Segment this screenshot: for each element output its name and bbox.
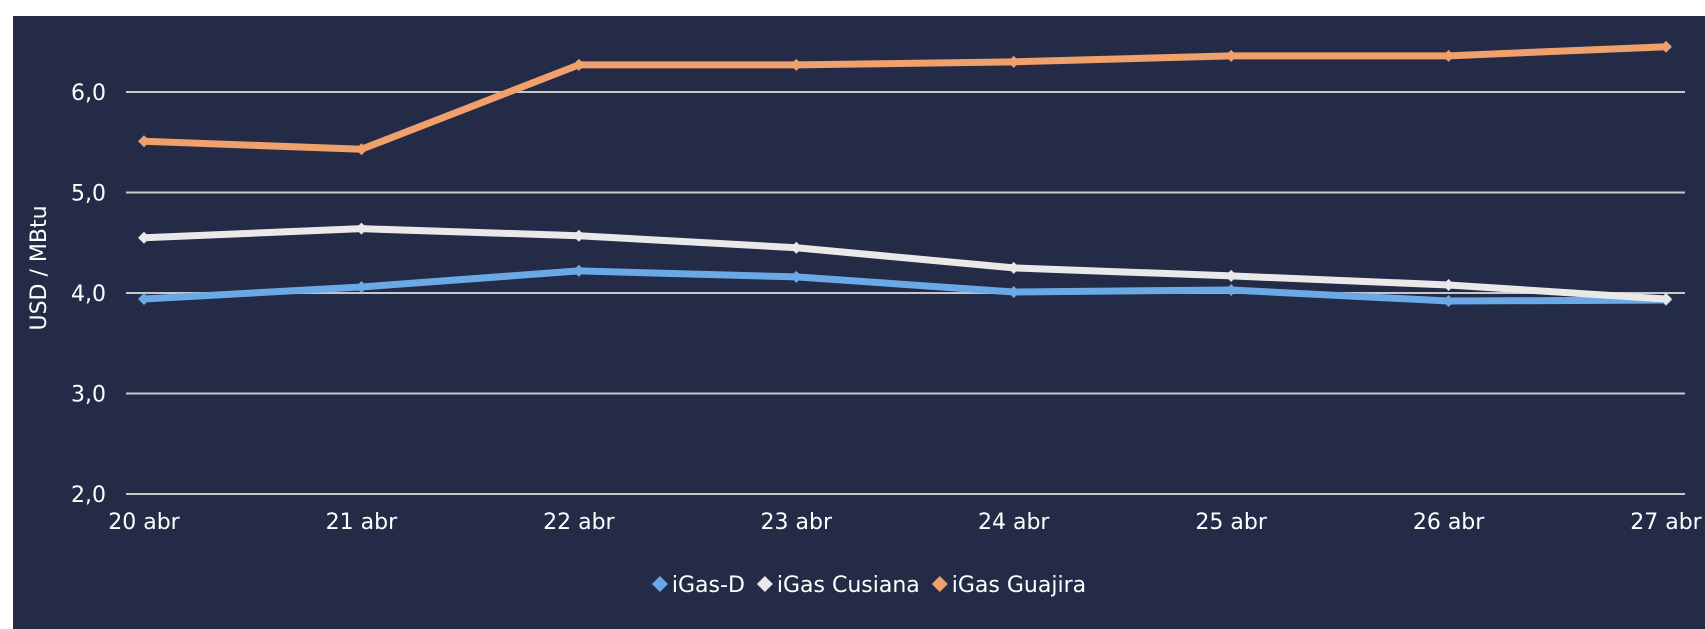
data-point: [1007, 261, 1020, 274]
legend-item: iGas-D: [651, 573, 745, 598]
y-axis-ticks: 2,0 3,0 4,0 5,0 6,0: [71, 81, 106, 508]
data-point: [1442, 49, 1455, 62]
y-tick-label: 6,0: [71, 81, 106, 106]
x-tick-label: 22 abr: [543, 510, 615, 535]
data-point: [1442, 295, 1455, 308]
legend-marker: [756, 576, 773, 592]
data-point: [790, 241, 803, 254]
legend-label: iGas Guajira: [952, 573, 1086, 598]
data-point: [572, 264, 585, 277]
line-chart: 2,0 3,0 4,0 5,0 6,0 20 abr 21 abr 22 abr 23 abr…: [27, 40, 1703, 598]
data-point: [572, 229, 585, 242]
y-tick-label: 3,0: [71, 383, 106, 408]
series: [138, 40, 1672, 308]
data-point: [1442, 278, 1455, 291]
x-tick-label: 24 abr: [978, 510, 1050, 535]
chart-panel: 2,0 3,0 4,0 5,0 6,0 20 abr 21 abr 22 abr 23 abr…: [13, 16, 1705, 629]
legend-marker: [651, 576, 668, 592]
data-point: [1660, 293, 1672, 306]
data-point: [138, 135, 150, 148]
legend-marker: [931, 576, 948, 592]
legend: iGas-D iGas Cusiana iGas Guajira: [651, 573, 1086, 598]
gridlines: [126, 91, 1685, 495]
x-tick-label: 21 abr: [326, 510, 398, 535]
legend-label: iGas Cusiana: [777, 573, 920, 598]
data-point: [1225, 49, 1238, 62]
data-point: [355, 143, 368, 156]
data-point: [790, 58, 803, 71]
series-line: [140, 225, 1670, 303]
series-line: [140, 267, 1670, 305]
x-tick-label: 27 abr: [1630, 510, 1702, 535]
x-axis-ticks: 20 abr 21 abr 22 abr 23 abr 24 abr 25 abr 26 a…: [108, 510, 1702, 535]
series-igas-d: [138, 264, 1672, 308]
data-point: [138, 293, 150, 306]
data-point: [1225, 269, 1238, 282]
series-igas-cusiana: [138, 222, 1672, 306]
data-point: [355, 222, 368, 235]
data-point: [1007, 285, 1020, 298]
data-point: [1660, 40, 1672, 53]
data-point: [790, 270, 803, 283]
x-tick-label: 25 abr: [1195, 510, 1267, 535]
legend-item: iGas Guajira: [931, 573, 1086, 598]
legend-label: iGas-D: [672, 573, 745, 598]
data-point: [355, 280, 368, 293]
y-axis-title: USD / MBtu: [27, 205, 52, 330]
legend-item: iGas Cusiana: [756, 573, 920, 598]
y-tick-label: 2,0: [71, 483, 106, 508]
y-tick-label: 4,0: [71, 282, 106, 307]
series-line: [140, 43, 1670, 153]
data-point: [572, 58, 585, 71]
y-tick-label: 5,0: [71, 182, 106, 207]
x-tick-label: 20 abr: [108, 510, 180, 535]
x-tick-label: 26 abr: [1413, 510, 1485, 535]
data-point: [1007, 55, 1020, 68]
x-tick-label: 23 abr: [761, 510, 833, 535]
series-igas-guajira: [138, 40, 1672, 156]
data-point: [1225, 283, 1238, 296]
data-point: [138, 231, 150, 244]
